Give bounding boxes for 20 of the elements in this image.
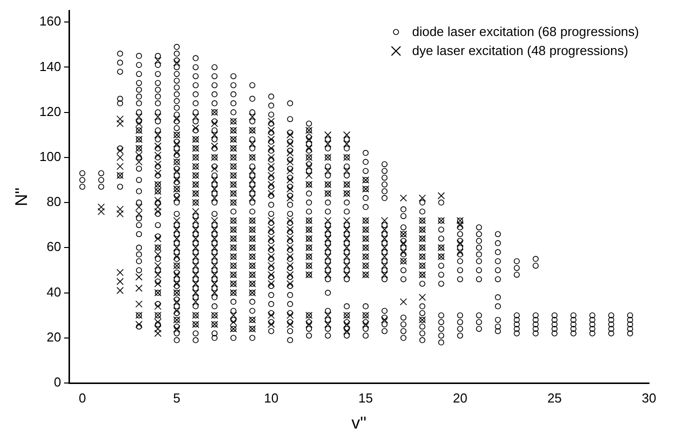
y-tick-label: 0 — [54, 374, 62, 390]
y-tick-label: 100 — [39, 149, 62, 164]
x-tick-label: 20 — [452, 390, 468, 406]
x-tick-label: 0 — [78, 390, 86, 406]
y-tick-label: 40 — [46, 284, 62, 300]
y-axis-title: N'' — [12, 188, 31, 206]
x-axis-title: v'' — [352, 413, 367, 432]
x-tick-label: 30 — [642, 390, 656, 406]
x-tick-label: 5 — [173, 390, 180, 406]
x-tick-label: 25 — [547, 390, 562, 406]
y-tick-label: 120 — [39, 104, 62, 119]
legend-label: diode laser excitation (68 progressions) — [412, 24, 639, 39]
y-tick-label: 60 — [46, 239, 62, 254]
legend-label: dye laser excitation (48 progressions) — [412, 43, 628, 58]
x-tick-label: 15 — [358, 390, 373, 406]
y-tick-label: 80 — [46, 194, 62, 210]
y-tick-label: 140 — [39, 58, 62, 74]
y-tick-label: 20 — [46, 329, 62, 344]
x-tick-label: 10 — [264, 390, 278, 406]
y-tick-label: 160 — [39, 14, 62, 29]
